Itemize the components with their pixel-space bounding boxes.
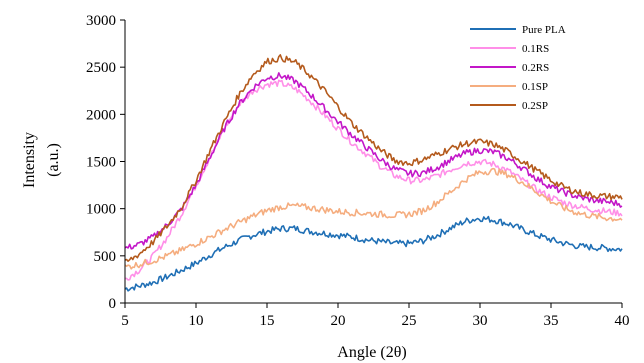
x-tick-label: 5 (121, 313, 129, 329)
legend-label: 0.2SP (522, 100, 548, 112)
x-tick-label: 30 (473, 313, 488, 329)
x-tick-label: 40 (615, 313, 630, 329)
y-tick-label: 2000 (86, 107, 116, 123)
y-axis-unit: (a.u.) (45, 143, 62, 177)
y-tick-label: 1500 (86, 155, 116, 171)
legend-label: 0.1RS (522, 43, 549, 55)
x-tick-label: 15 (260, 313, 275, 329)
x-tick-label: 35 (544, 313, 559, 329)
y-tick-label: 500 (94, 249, 117, 265)
series-line-4 (124, 167, 623, 270)
legend-label: 0.1SP (522, 81, 548, 93)
y-tick-label: 3000 (86, 13, 116, 29)
y-axis-title: Intensity (21, 132, 38, 188)
legend-label: 0.2RS (522, 62, 549, 74)
y-tick-label: 1000 (86, 202, 116, 218)
x-axis-ticks: 5 10 15 20 25 30 35 40 (121, 303, 630, 329)
x-tick-label: 25 (402, 313, 417, 329)
y-tick-label: 2500 (86, 60, 116, 76)
series-line-5 (124, 54, 623, 263)
x-tick-label: 20 (331, 313, 346, 329)
series-line-1 (124, 215, 623, 292)
series-line-3 (124, 72, 623, 250)
x-tick-label: 10 (189, 313, 204, 329)
y-axis-ticks: 0 500 1000 1500 2000 2500 3000 (86, 13, 125, 312)
legend-label: Pure PLA (522, 24, 566, 36)
x-axis-title: Angle (2θ) (337, 344, 406, 361)
series-layer (124, 54, 623, 292)
y-tick-label: 0 (109, 296, 117, 312)
legend: Pure PLA 0.1RS 0.2RS 0.1SP 0.2SP (470, 24, 566, 112)
